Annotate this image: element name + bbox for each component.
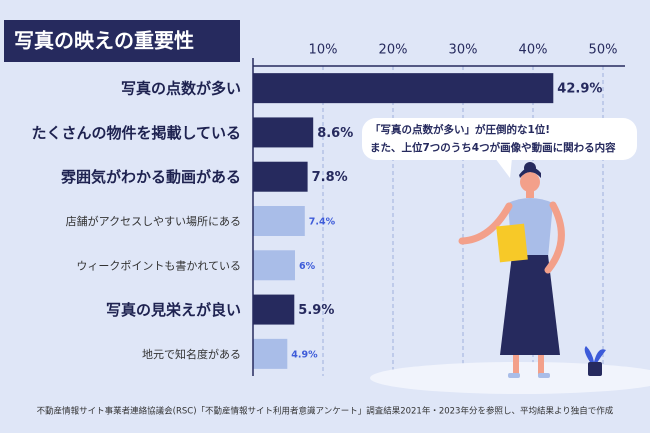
bar: [253, 250, 295, 281]
category-label: 写真の見栄えが良い: [106, 301, 241, 319]
annotation: 「写真の点数が多い」が圧倒的な1位!: [370, 123, 550, 136]
person-illustration: [458, 162, 606, 378]
source-note: 不動産情報サイト事業者連絡協議会(RSC)「不動産情報サイト利用者意識アンケート…: [37, 406, 614, 417]
value-label: 6%: [299, 261, 316, 272]
x-tick-label: 30%: [449, 43, 478, 58]
title-box: [4, 20, 240, 62]
bar: [253, 338, 288, 369]
x-tick-label: 50%: [589, 43, 618, 58]
x-tick-label: 10%: [309, 43, 338, 58]
bar: [253, 294, 295, 325]
category-label: 地元で知名度がある: [142, 347, 241, 361]
category-label: ウィークポイントも書かれている: [76, 258, 241, 272]
bar: [253, 206, 305, 236]
category-label: 店舗がアクセスしやすい場所にある: [66, 214, 241, 228]
chart-title: 写真の映えの重要性: [14, 29, 194, 53]
bar: [253, 117, 314, 148]
category-label: たくさんの物件を掲載している: [31, 124, 241, 142]
x-tick-label: 40%: [519, 43, 548, 58]
value-label: 7.8%: [312, 170, 348, 185]
bar: [253, 161, 308, 192]
value-label: 7.4%: [309, 217, 336, 228]
category-label: 雰囲気がわかる動画がある: [61, 168, 241, 186]
x-tick-label: 20%: [379, 43, 408, 58]
bar: [253, 73, 554, 104]
value-label: 5.9%: [298, 303, 334, 318]
category-label: 写真の点数が多い: [121, 80, 241, 98]
value-label: 42.9%: [557, 82, 602, 97]
value-label: 4.9%: [291, 349, 318, 360]
speech-bubble: [362, 118, 637, 160]
value-label: 8.6%: [317, 126, 353, 141]
annotation: また、上位7つのうち4つが画像や動画に関わる内容: [370, 141, 616, 154]
bubble-tail: [495, 158, 512, 178]
